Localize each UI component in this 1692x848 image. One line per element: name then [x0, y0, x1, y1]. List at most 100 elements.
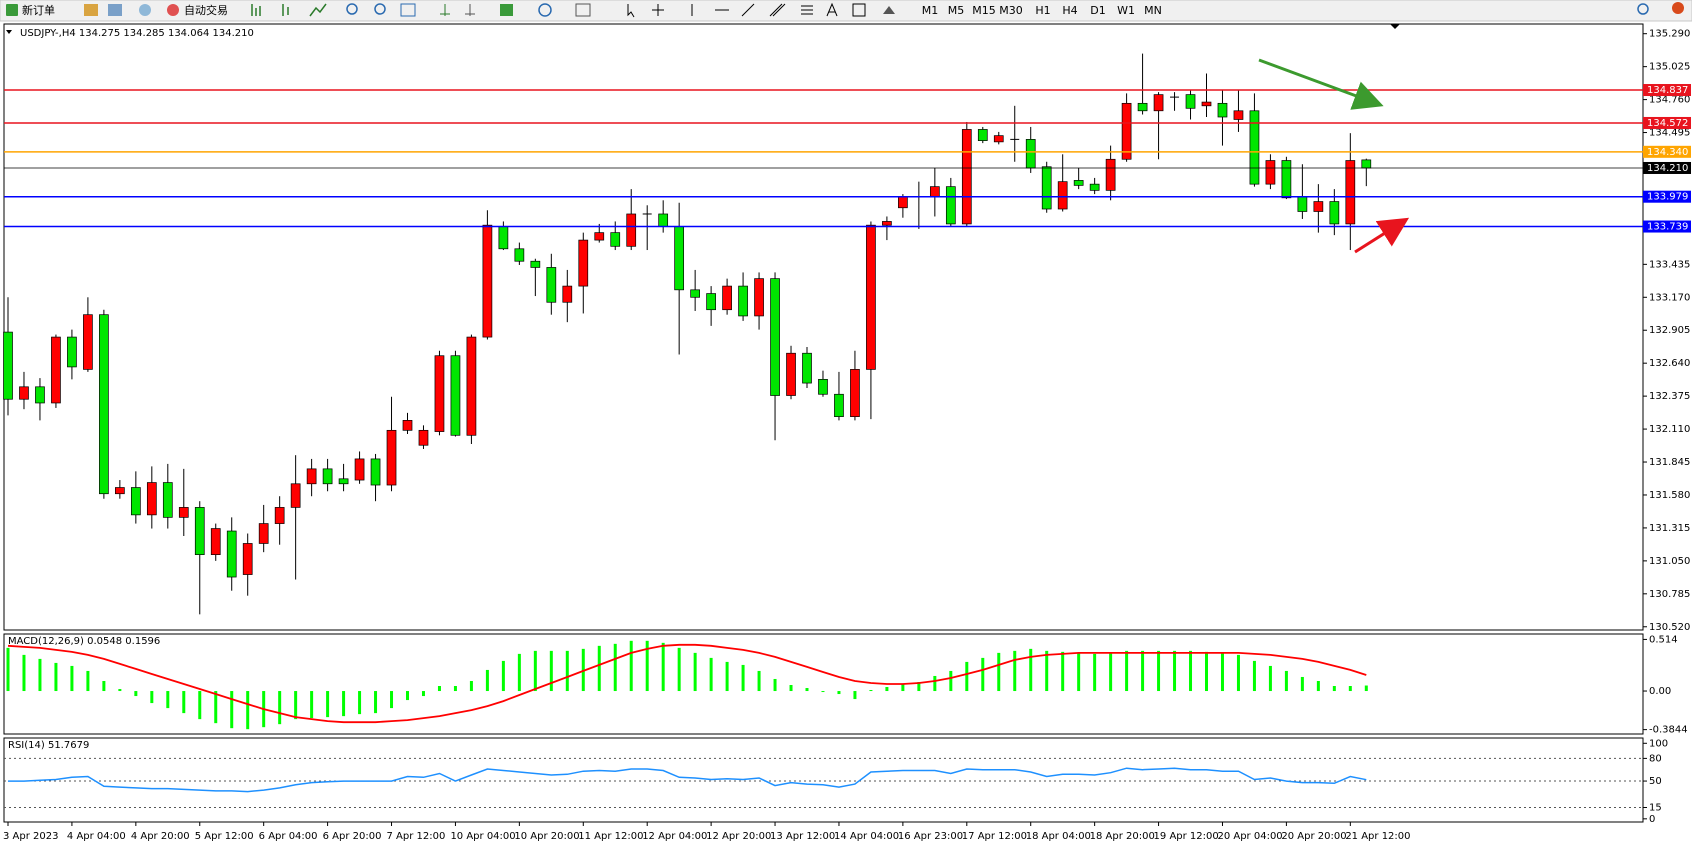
candle-body	[562, 285, 573, 303]
candle-body	[226, 530, 237, 578]
new-order-icon[interactable]	[6, 4, 18, 16]
shift-icon[interactable]	[465, 4, 475, 16]
timeframe-button[interactable]: H4	[1062, 4, 1077, 17]
toolbar-background	[0, 0, 1692, 22]
chart-title: USDJPY-,H4 134.275 134.285 134.064 134.2…	[20, 28, 254, 39]
price-level-tag	[1643, 116, 1691, 129]
timeframe-button[interactable]: W1	[1117, 4, 1135, 17]
candle-body	[690, 289, 700, 298]
candle-body	[1041, 166, 1052, 210]
candle-body	[722, 285, 732, 311]
candle-body	[1281, 160, 1292, 199]
timeframe-button[interactable]: M15	[972, 4, 996, 17]
x-tick-label: 19 Apr 12:00	[1154, 831, 1219, 842]
candle-body	[194, 507, 205, 556]
x-tick-label: 21 Apr 12:00	[1345, 831, 1410, 842]
x-tick-label: 12 Apr 04:00	[642, 831, 707, 842]
y-tick-label: -0.3844	[1649, 725, 1688, 736]
y-tick-label: 134.760	[1649, 95, 1690, 106]
macd-panel	[3, 633, 1644, 735]
text-icon[interactable]	[826, 2, 838, 17]
candle-body	[977, 129, 988, 141]
y-tick-label: 132.375	[1649, 391, 1690, 402]
toolbar-icon[interactable]	[84, 4, 98, 16]
y-tick-label: 50	[1649, 776, 1662, 787]
timeframe-button[interactable]: MN	[1144, 4, 1162, 17]
search-icon[interactable]	[1637, 3, 1649, 15]
periods-icon[interactable]	[538, 3, 552, 17]
y-tick-label: 134.495	[1649, 128, 1690, 139]
toolbar-icon[interactable]	[139, 4, 151, 16]
cursor-icon[interactable]	[627, 4, 635, 18]
y-tick-label: 15	[1649, 802, 1662, 813]
price-level-label: 134.837	[1647, 85, 1688, 96]
toolbar-icon[interactable]	[108, 4, 122, 16]
candle-body	[1313, 201, 1324, 212]
y-tick-label: 135.025	[1649, 62, 1690, 73]
auto-trading-button[interactable]: 自动交易	[184, 3, 228, 17]
zoom-out-icon[interactable]	[374, 3, 386, 15]
candle-body	[818, 378, 828, 395]
candle-body	[770, 278, 780, 396]
up-arrow-annotation	[1354, 217, 1410, 254]
candle-body	[1121, 102, 1132, 160]
indicators-icon[interactable]	[500, 4, 513, 16]
candle-body	[210, 528, 221, 556]
trendline-icon[interactable]	[741, 3, 755, 17]
y-tick-label: 130.520	[1649, 622, 1690, 633]
candle-body	[162, 482, 173, 518]
arrows-icon[interactable]	[883, 6, 895, 14]
x-tick-label: 3 Apr 2023	[3, 831, 58, 842]
candle-body	[882, 221, 892, 226]
label-icon[interactable]	[852, 3, 866, 17]
candle-body	[3, 331, 13, 400]
timeframe-button[interactable]: M5	[948, 4, 965, 17]
candle-body	[498, 226, 509, 250]
y-tick-label: 131.845	[1649, 457, 1690, 468]
candle-body	[418, 429, 429, 446]
candle-body	[1105, 158, 1116, 191]
candle-body	[35, 386, 45, 404]
candle-body	[1153, 94, 1164, 112]
zoom-in-icon[interactable]	[346, 3, 358, 15]
timeframe-button[interactable]: H1	[1035, 4, 1050, 17]
candle-body	[546, 267, 557, 303]
autoscroll-icon[interactable]	[440, 4, 450, 16]
timeframe-button[interactable]: M30	[999, 4, 1023, 17]
macd-signal-line	[7, 643, 1367, 724]
y-tick-label: 133.435	[1649, 259, 1690, 270]
y-tick-label: 132.640	[1649, 358, 1690, 369]
timeframe-button[interactable]: D1	[1090, 4, 1105, 17]
candle-body	[1249, 110, 1260, 185]
notification-badge[interactable]	[1672, 2, 1684, 14]
shift-marker	[1390, 24, 1400, 29]
candle-body	[706, 293, 716, 311]
bar-chart-icon[interactable]	[251, 4, 261, 16]
candle-chart-icon[interactable]	[282, 4, 289, 16]
candle-body	[754, 278, 764, 317]
y-tick-label: 100	[1649, 738, 1668, 749]
channel-icon[interactable]	[769, 3, 786, 17]
line-chart-icon[interactable]	[309, 3, 327, 17]
new-order-button[interactable]: 新订单	[22, 3, 55, 17]
tile-icon[interactable]	[400, 3, 416, 17]
auto-trading-icon[interactable]	[167, 4, 179, 16]
candle-body	[51, 336, 61, 404]
candle-body	[1361, 159, 1372, 169]
candle-body	[434, 355, 445, 432]
templates-icon[interactable]	[575, 3, 591, 17]
candle-body	[945, 186, 956, 225]
candle-body	[322, 468, 333, 485]
x-tick-label: 12 Apr 20:00	[706, 831, 771, 842]
x-tick-label: 10 Apr 04:00	[450, 831, 515, 842]
x-tick-label: 17 Apr 12:00	[962, 831, 1027, 842]
candle-body	[850, 369, 860, 417]
rsi-panel	[3, 737, 1644, 823]
fibo-icon[interactable]	[801, 5, 813, 15]
x-tick-label: 10 Apr 20:00	[514, 831, 579, 842]
candle-body	[274, 507, 285, 524]
candle-body	[786, 352, 796, 396]
crosshair-icon[interactable]	[652, 4, 664, 16]
timeframe-button[interactable]: M1	[922, 4, 939, 17]
